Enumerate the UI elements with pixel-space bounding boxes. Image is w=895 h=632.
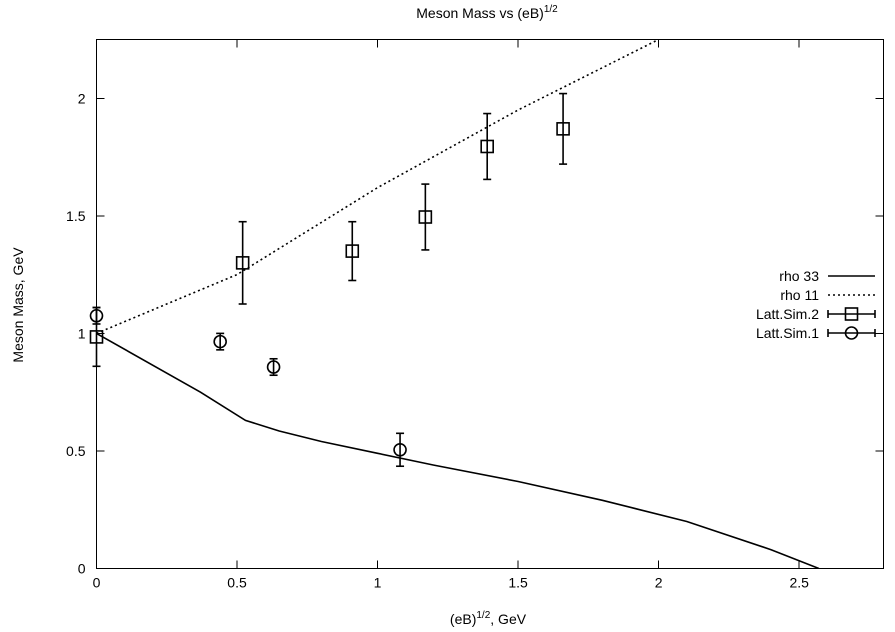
y-tick-label: 0.5 bbox=[66, 443, 86, 459]
data-point-circle bbox=[213, 334, 227, 349]
series-line-rho-11 bbox=[96, 39, 659, 335]
chart-title-sup: 1/2 bbox=[544, 4, 558, 15]
chart-title-main: Meson Mass vs (eB) bbox=[416, 5, 544, 21]
legend-label: Latt.Sim.2 bbox=[756, 306, 819, 322]
y-tick-label: 0 bbox=[78, 561, 86, 577]
y-tick-label: 2 bbox=[78, 90, 86, 106]
x-tick-label: 1.5 bbox=[508, 575, 528, 591]
legend-label: rho 33 bbox=[779, 268, 819, 284]
x-tick-label: 0.5 bbox=[227, 575, 247, 591]
legend-label: rho 11 bbox=[780, 287, 819, 303]
data-point-circle bbox=[266, 360, 281, 374]
series-lines bbox=[96, 39, 820, 569]
x-tick-label: 0 bbox=[93, 575, 101, 591]
legend-label: Latt.Sim.1 bbox=[756, 325, 819, 341]
data-point-circle bbox=[393, 442, 407, 457]
axis-ticks bbox=[96, 39, 884, 569]
data-point-square bbox=[418, 210, 433, 224]
data-point-square bbox=[235, 256, 250, 270]
legend: rho 33 rho 11 Latt.Sim.2 Latt.Sim.1 bbox=[756, 268, 876, 341]
x-tick-label: 1 bbox=[374, 575, 382, 591]
x-axis-label-main: (eB) bbox=[450, 611, 476, 627]
legend-marker-square bbox=[844, 307, 859, 321]
y-tick-label: 1 bbox=[78, 325, 86, 341]
data-point-square bbox=[480, 139, 494, 154]
series-line-rho-33 bbox=[96, 332, 820, 569]
x-tick-label: 2 bbox=[655, 575, 663, 591]
x-tick-label: 2.5 bbox=[789, 575, 809, 591]
legend-marker-circle bbox=[844, 326, 859, 340]
data-point-square bbox=[89, 330, 104, 344]
data-point-circle bbox=[89, 308, 104, 323]
x-axis-label-sup: 1/2 bbox=[476, 610, 490, 621]
chart-title: Meson Mass vs (eB)1/2 bbox=[416, 4, 558, 21]
x-axis-label-suffix: , GeV bbox=[490, 611, 526, 627]
data-point-square bbox=[556, 122, 570, 136]
y-axis-label: Meson Mass, GeV bbox=[10, 247, 26, 363]
axis-tick-labels: 0 0.5 1 1.5 2 2.5 0 0.5 1 1.5 2 bbox=[66, 90, 809, 590]
plot-frame bbox=[96, 39, 884, 569]
x-axis-label: (eB)1/2, GeV bbox=[450, 610, 527, 627]
data-point-square bbox=[345, 244, 360, 258]
y-tick-label: 1.5 bbox=[66, 208, 86, 224]
series-points bbox=[89, 92, 570, 468]
